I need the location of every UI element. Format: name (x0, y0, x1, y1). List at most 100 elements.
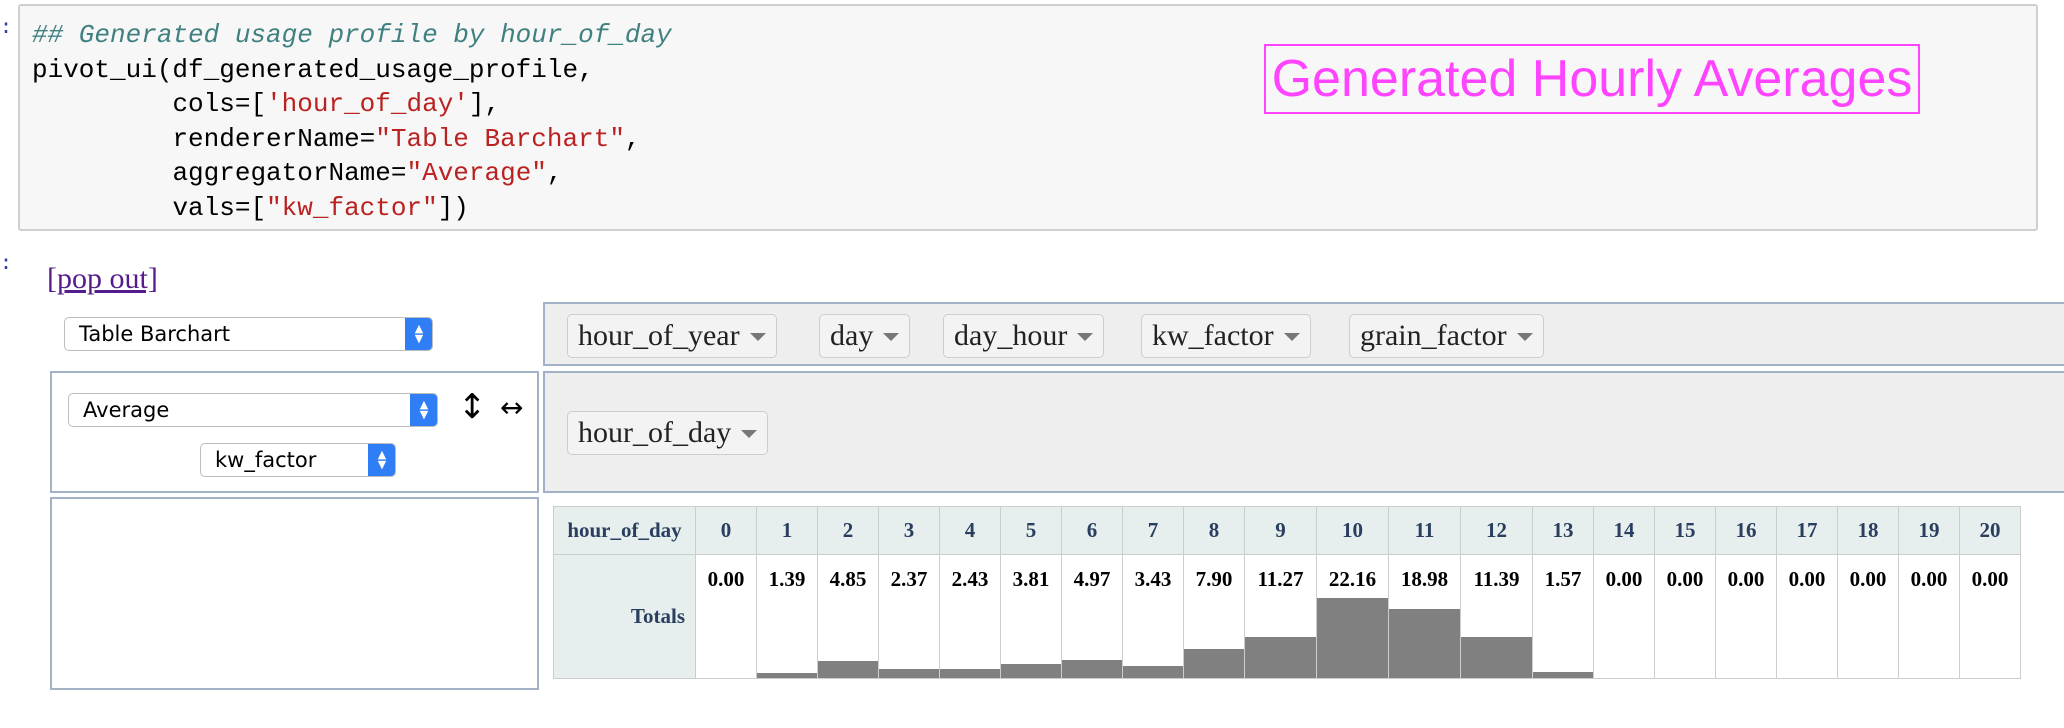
bar-mark (1062, 660, 1122, 678)
bar-value-label: 0.00 (1910, 567, 1948, 591)
bar-cell: 0.00 (1837, 554, 1899, 679)
code-line-call: pivot_ui(df_generated_usage_profile, (32, 54, 594, 85)
column-attributes-panel: hour_of_day (543, 371, 2064, 493)
dropdown-triangle-icon[interactable] (1077, 333, 1094, 341)
column-header: 19 (1898, 506, 1960, 555)
attr-pill-day-hour[interactable]: day_hour (943, 314, 1105, 358)
column-header: 6 (1061, 506, 1123, 555)
attr-pill-label: grain_factor (1360, 319, 1507, 352)
code-comma: , (624, 123, 641, 154)
bar-mark (1389, 609, 1460, 678)
column-header: 1 (756, 506, 818, 555)
select-arrows-icon: ▲ ▼ (368, 444, 395, 476)
attr-pill-day[interactable]: day (819, 314, 911, 358)
code-cell[interactable]: ## Generated usage profile by hour_of_da… (18, 4, 2038, 231)
dropdown-triangle-icon[interactable] (1283, 333, 1300, 341)
aggregator-panel: Average ▲ ▼ ↕ ↔ kw_factor ▲ ▼ (50, 371, 539, 493)
dropdown-triangle-icon[interactable] (1516, 333, 1533, 341)
bar-value-label: 11.27 (1257, 567, 1304, 591)
column-header: 7 (1122, 506, 1184, 555)
column-header: 16 (1715, 506, 1777, 555)
code-vals-value: "kw_factor" (266, 192, 438, 223)
attr-pill-hour-of-day[interactable]: hour_of_day (567, 411, 769, 455)
column-header: 18 (1837, 506, 1899, 555)
code-renderer-key: rendererName= (172, 123, 376, 154)
pivot-header-row: hour_of_day 0 1 2 3 4 5 6 7 8 9 10 11 12… (553, 506, 2021, 555)
bar-cell: 0.00 (1715, 554, 1777, 679)
renderer-select[interactable]: Table Barchart ▲ ▼ (64, 317, 433, 351)
code-cols-value: 'hour_of_day' (266, 89, 469, 119)
bar-cell: 11.39 (1460, 554, 1533, 679)
bar-value-label: 2.37 (890, 567, 928, 591)
pivot-axis-label: hour_of_day (553, 506, 696, 555)
pop-out-link[interactable]: [pop out] (47, 262, 158, 295)
bar-value-label: 0.00 (1788, 567, 1826, 591)
dropdown-triangle-icon[interactable] (749, 333, 766, 341)
value-attribute-select[interactable]: kw_factor ▲ ▼ (200, 443, 396, 477)
bar-mark (1317, 598, 1388, 678)
bar-value-label: 0.00 (1605, 567, 1643, 591)
attr-pill-label: hour_of_year (578, 319, 740, 352)
column-header: 4 (939, 506, 1001, 555)
bar-cell: 1.39 (756, 554, 818, 679)
up-down-arrow-icon[interactable]: ↕ (458, 387, 487, 427)
row-attributes-panel (50, 497, 539, 690)
dropdown-triangle-icon[interactable] (883, 333, 900, 341)
bar-mark (1001, 664, 1061, 678)
attr-pill-label: kw_factor (1152, 319, 1274, 352)
attr-pill-hour-of-year[interactable]: hour_of_year (567, 314, 777, 358)
code-aggregator-key: aggregatorName= (172, 158, 407, 188)
select-arrows-icon: ▲ ▼ (405, 318, 432, 350)
bar-mark (818, 660, 878, 678)
code-renderer-value: "Table Barchart" (375, 123, 625, 154)
column-header: 13 (1532, 506, 1594, 555)
bar-cell: 18.98 (1388, 554, 1461, 679)
bar-cell: 0.00 (1654, 554, 1716, 679)
attr-pill-label: hour_of_day (578, 416, 732, 449)
bar-mark (1184, 649, 1244, 678)
bar-cell: 0.00 (1593, 554, 1655, 679)
bar-cell: 3.43 (1122, 554, 1184, 679)
output-prompt-marker: : (0, 250, 13, 274)
select-arrows-icon: ▲ ▼ (410, 394, 437, 426)
bar-value-label: 0.00 (1727, 567, 1765, 591)
bar-value-label: 2.43 (951, 567, 989, 591)
bar-mark (940, 669, 1000, 678)
bar-mark (1123, 665, 1183, 678)
code-comment: ## Generated usage profile by hour_of_da… (32, 20, 672, 50)
column-header: 0 (695, 506, 757, 555)
bar-mark (1461, 636, 1532, 678)
bar-cell: 0.00 (1898, 554, 1960, 679)
bar-mark (1245, 637, 1316, 678)
bar-cell: 0.00 (695, 554, 757, 679)
column-header: 3 (878, 506, 940, 555)
value-select-value: kw_factor (215, 448, 317, 472)
bar-value-label: 18.98 (1400, 567, 1449, 591)
bar-cell: 2.43 (939, 554, 1001, 679)
bar-value-label: 0.00 (707, 567, 745, 591)
bar-value-label: 4.85 (829, 567, 867, 591)
aggregator-select-value: Average (83, 398, 170, 422)
totals-row: Totals 0.00 1.39 4.85 2.37 2.43 3.81 4.97 3.43 7… (553, 554, 2021, 679)
attr-pill-grain-factor[interactable]: grain_factor (1349, 314, 1544, 358)
bar-value-label: 0.00 (1666, 567, 1704, 591)
dropdown-triangle-icon[interactable] (741, 430, 758, 438)
column-header: 10 (1316, 506, 1389, 555)
bar-value-label: 3.43 (1134, 567, 1172, 591)
bar-cell: 7.90 (1183, 554, 1245, 679)
bar-value-label: 1.39 (768, 567, 806, 591)
bar-cell: 2.37 (878, 554, 940, 679)
code-aggregator-value: "Average" (406, 158, 547, 188)
left-right-arrow-icon[interactable]: ↔ (500, 391, 524, 424)
bar-value-label: 1.57 (1544, 567, 1582, 591)
code-cols-key: cols=[ (172, 89, 267, 119)
attr-pill-kw-factor[interactable]: kw_factor (1141, 314, 1311, 358)
column-header: 17 (1776, 506, 1838, 555)
bar-value-label: 4.97 (1073, 567, 1111, 591)
bar-mark (1533, 672, 1593, 678)
column-header: 15 (1654, 506, 1716, 555)
aggregator-select[interactable]: Average ▲ ▼ (68, 393, 438, 427)
bar-value-label: 0.00 (1849, 567, 1887, 591)
code-editor[interactable]: ## Generated usage profile by hour_of_da… (32, 18, 672, 225)
column-header: 20 (1959, 506, 2021, 555)
